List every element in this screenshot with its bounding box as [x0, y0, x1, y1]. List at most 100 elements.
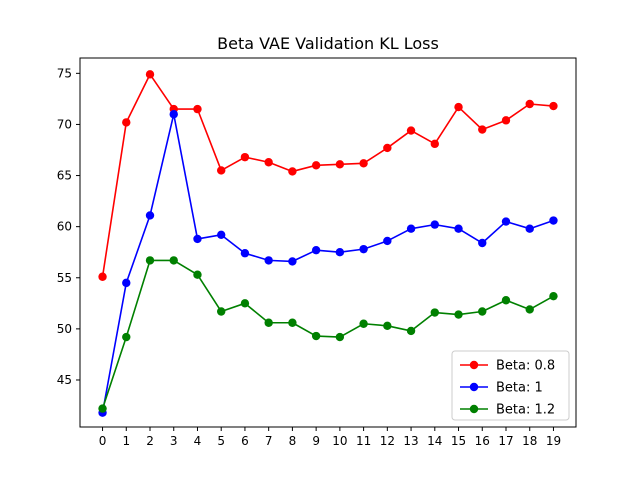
x-tick-label: 2 [146, 434, 154, 448]
data-point [145, 211, 155, 220]
data-point [478, 125, 487, 134]
data-point [98, 404, 107, 413]
y-tick-label: 70 [57, 117, 72, 131]
x-tick-label: 17 [498, 434, 513, 448]
data-point [288, 167, 297, 176]
data-point [478, 238, 487, 248]
data-point [169, 110, 178, 119]
data-point [122, 332, 131, 342]
data-point [549, 291, 558, 301]
x-tick-label: 10 [332, 434, 347, 448]
data-point [288, 318, 297, 327]
data-point [193, 104, 202, 114]
y-tick-label: 55 [57, 271, 72, 285]
y-tick-label: 65 [57, 169, 72, 183]
x-tick-label: 4 [194, 434, 202, 448]
data-point [240, 249, 250, 258]
data-point [98, 272, 107, 281]
data-point [454, 102, 463, 112]
legend-marker [469, 404, 479, 414]
data-point [335, 160, 345, 169]
x-tick-label: 14 [427, 434, 442, 448]
data-point [311, 331, 321, 341]
x-tick-label: 7 [265, 434, 273, 448]
x-tick-label: 8 [289, 434, 297, 448]
data-point [525, 99, 534, 109]
chart-title: Beta VAE Validation KL Loss [217, 34, 439, 53]
x-tick-label: 11 [356, 434, 371, 448]
data-point [525, 305, 534, 314]
data-point [264, 158, 273, 167]
data-point [430, 308, 439, 317]
series-line-1 [101, 113, 554, 413]
data-point [311, 245, 321, 255]
x-tick-label: 1 [122, 434, 130, 448]
data-point [240, 299, 250, 308]
data-point [335, 248, 345, 257]
data-point [383, 236, 392, 246]
data-point [454, 310, 463, 319]
data-point [122, 118, 131, 127]
data-point [454, 224, 463, 233]
x-tick-label: 12 [380, 434, 395, 448]
legend: Beta: 0.8 Beta: 1 Beta: 1.2 [451, 350, 570, 421]
data-point [430, 139, 439, 149]
legend-box [451, 350, 570, 421]
x-tick-label: 0 [99, 434, 107, 448]
data-point [193, 270, 202, 279]
data-point [359, 319, 368, 328]
data-point [240, 152, 250, 162]
data-point [288, 257, 297, 266]
legend-label: Beta: 1.2 [496, 403, 555, 418]
data-point [501, 116, 511, 125]
data-point [525, 224, 534, 233]
x-tick-label: 13 [403, 434, 418, 448]
x-tick-label: 6 [241, 434, 249, 448]
x-tick-label: 5 [217, 434, 225, 448]
data-point [549, 216, 558, 225]
y-axis: 45 50 55 60 65 70 75 [57, 66, 80, 387]
data-point [311, 161, 321, 170]
data-point [501, 296, 511, 305]
data-point [549, 101, 558, 111]
data-point [145, 70, 155, 79]
legend-label: Beta: 1 [496, 381, 543, 396]
data-point [122, 278, 131, 288]
data-point [217, 307, 226, 316]
y-tick-label: 45 [57, 373, 72, 387]
x-axis: 0 1 2 3 4 5 6 7 8 9 10 11 12 13 14 15 16 17 18 19 [99, 427, 561, 448]
data-point [217, 166, 226, 175]
data-point [264, 256, 273, 265]
data-point [217, 230, 226, 240]
y-tick-label: 60 [57, 220, 72, 234]
data-point [145, 256, 155, 265]
data-point [359, 244, 368, 254]
data-point [169, 256, 178, 265]
data-point [359, 159, 368, 168]
legend-label: Beta: 0.8 [496, 359, 555, 374]
data-point [406, 224, 416, 233]
x-tick-label: 18 [522, 434, 537, 448]
plot-area-frame [79, 57, 577, 428]
x-tick-label: 3 [170, 434, 178, 448]
data-point [264, 318, 273, 327]
data-point [406, 326, 416, 336]
data-point [193, 234, 202, 244]
x-tick-label: 19 [546, 434, 561, 448]
x-tick-label: 15 [451, 434, 466, 448]
data-point [501, 217, 511, 226]
legend-marker [469, 382, 479, 392]
series-layer [98, 70, 558, 417]
data-point [335, 332, 345, 342]
legend-marker [469, 360, 479, 370]
data-point [430, 220, 439, 229]
data-point [383, 143, 392, 153]
x-tick-label: 9 [312, 434, 320, 448]
x-tick-label: 16 [475, 434, 490, 448]
y-tick-label: 50 [57, 322, 72, 336]
data-point [478, 307, 487, 316]
data-point [406, 126, 416, 135]
data-point [383, 321, 392, 331]
y-tick-label: 75 [57, 66, 72, 80]
